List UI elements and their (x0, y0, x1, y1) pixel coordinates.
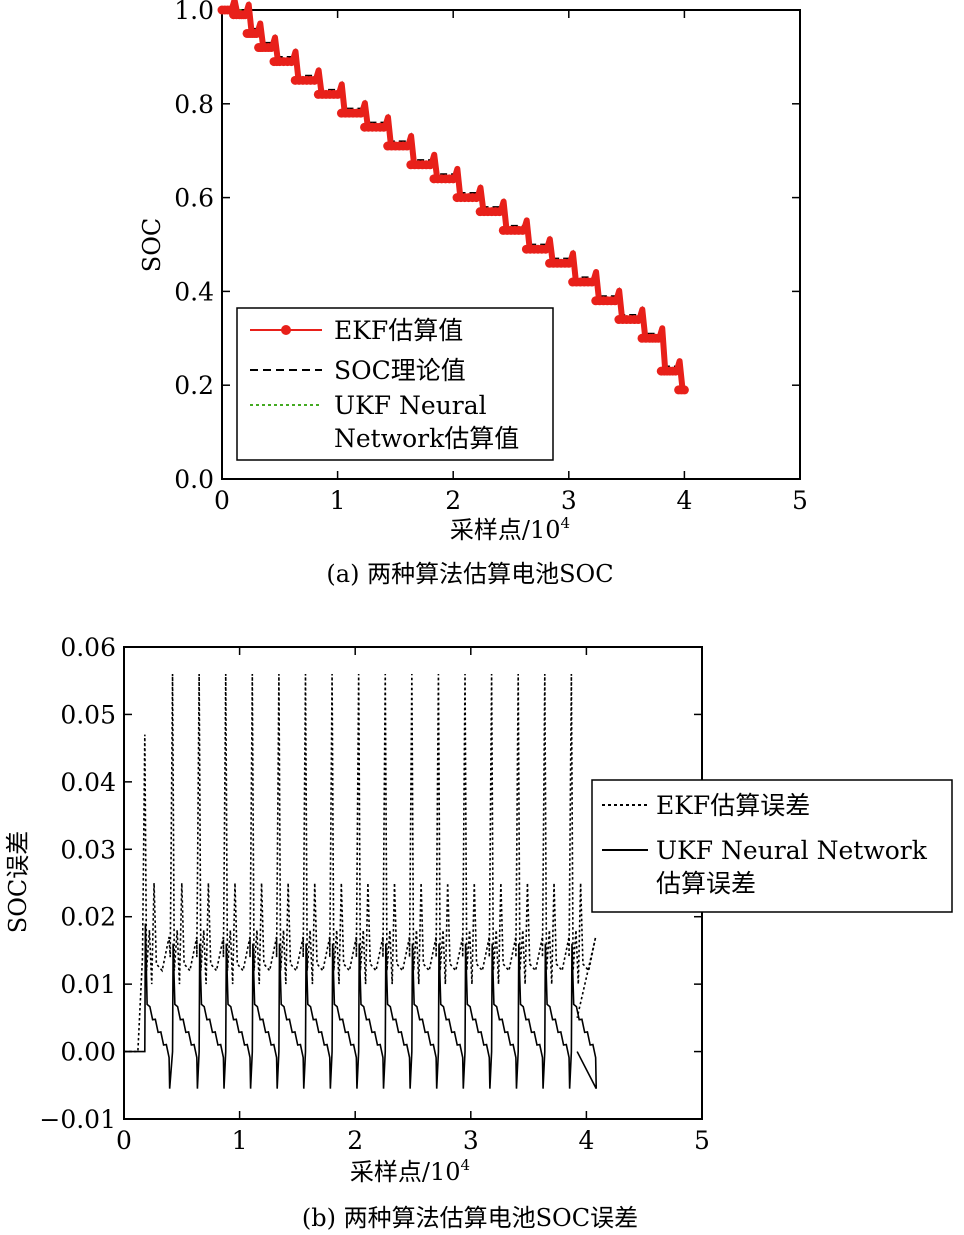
chart-a-series (217, 0, 689, 395)
chart-b-legend-box (591, 779, 953, 913)
chart-b-y-ticks: −0.01 0.00 0.01 0.02 0.03 0.04 0.05 0.06 (39, 633, 702, 1134)
chart-b-y-tick-label: 0.01 (60, 970, 116, 999)
chart-b-x-ticks: 0 1 2 3 4 5 (116, 647, 710, 1155)
chart-b-x-tick-label: 0 (116, 1126, 132, 1155)
legend-ukf-label-line2: Network估算值 (334, 424, 519, 453)
ekf-point (671, 366, 681, 376)
chart-b-series (124, 673, 598, 1090)
chart-a-x-axis-label: 采样点/104 (450, 514, 570, 544)
chart-b-y-tick-label: 0.06 (60, 633, 116, 662)
ekf-point (587, 277, 597, 287)
ekf-point (379, 122, 389, 132)
chart-a-y-tick-label: 1.0 (174, 0, 214, 25)
ekf-point (286, 57, 296, 67)
ekf-point (494, 207, 504, 217)
chart-b-y-tick-label: 0.03 (60, 835, 116, 864)
chart-a-x-tick-label: 2 (445, 486, 461, 515)
chart-a-y-axis-label: SOC (138, 218, 166, 272)
legend-ekf-marker (281, 325, 291, 335)
chart-b-y-axis-label: SOC误差 (4, 831, 32, 933)
chart-a-caption: (a) 两种算法估算电池SOC (326, 560, 613, 588)
chart-b-legend: EKF估算误差 UKF Neural Network 估算误差 (591, 779, 953, 913)
chart-a-plot-frame (221, 9, 801, 480)
ekf-point (633, 315, 643, 325)
ekf-point (240, 10, 250, 20)
ekf-point (425, 160, 435, 170)
chart-a-y-tick-label: 0.8 (174, 90, 214, 119)
chart-b-y-tick-label: −0.01 (39, 1105, 116, 1134)
chart-a-y-ticks: 0.0 0.2 0.4 0.6 0.8 1.0 (174, 0, 800, 494)
chart-b-x-axis-label: 采样点/104 (350, 1156, 470, 1186)
chart-b-y-tick-label: 0.04 (60, 768, 116, 797)
chart-a-x-ticks: 0 1 2 3 4 5 (214, 10, 808, 515)
chart-b: 0 1 2 3 4 5 −0.01 0.00 0.01 0.02 0.03 0.04 0.05 0.06… (4, 633, 953, 1232)
chart-a-y-tick-label: 0.0 (174, 465, 214, 494)
legend-ukf-error-label-line2: 估算误差 (656, 869, 756, 898)
legend-ekf-label: EKF估算值 (334, 316, 463, 345)
chart-b-caption: (b) 两种算法估算电池SOC误差 (302, 1204, 638, 1232)
ekf-point (309, 75, 319, 85)
series-ekf-error-line (124, 673, 597, 1053)
chart-a-y-tick-label: 0.2 (174, 371, 214, 400)
chart-b-x-tick-label: 1 (232, 1126, 248, 1155)
chart-a-legend: EKF估算值 SOC理论值 UKF Neural Network估算值 (236, 307, 554, 461)
ekf-point (333, 89, 343, 99)
ekf-point (448, 174, 458, 184)
chart-a-y-tick-label: 0.6 (174, 184, 214, 213)
series-ukf-error-line (124, 923, 598, 1090)
chart-a-x-tick-label: 3 (561, 486, 577, 515)
ekf-point (356, 108, 366, 118)
chart-a-x-tick-label: 0 (214, 486, 230, 515)
chart-a-y-tick-label: 0.4 (174, 277, 214, 306)
legend-ukf-label-line1: UKF Neural (334, 391, 487, 420)
legend-ekf-error-label: EKF估算误差 (656, 791, 810, 820)
ekf-point (610, 296, 620, 306)
chart-b-x-tick-label: 3 (463, 1126, 479, 1155)
chart-b-y-tick-label: 0.00 (60, 1038, 116, 1067)
chart-b-y-tick-label: 0.02 (60, 903, 116, 932)
ekf-point (266, 43, 276, 53)
chart-a-x-tick-label: 5 (792, 486, 808, 515)
ekf-point (402, 141, 412, 151)
legend-soc-theory-label: SOC理论值 (334, 356, 466, 385)
ekf-point (471, 193, 481, 203)
ekf-point (564, 258, 574, 268)
ekf-point (252, 28, 262, 38)
ekf-point (541, 244, 551, 254)
chart-b-x-tick-label: 4 (578, 1126, 594, 1155)
legend-ukf-error-label-line1: UKF Neural Network (656, 836, 928, 865)
chart-a: 0 1 2 3 4 5 0.0 0.2 0.4 0.6 0.8 1.0 采样点/104 SOC (a… (138, 0, 808, 588)
ekf-point (653, 333, 663, 343)
chart-a-x-tick-label: 4 (676, 486, 692, 515)
chart-a-x-tick-label: 1 (330, 486, 346, 515)
chart-b-x-tick-label: 5 (694, 1126, 710, 1155)
chart-b-y-tick-label: 0.05 (60, 700, 116, 729)
ekf-point (679, 385, 689, 395)
chart-b-x-tick-label: 2 (347, 1126, 363, 1155)
ekf-point (518, 225, 528, 235)
